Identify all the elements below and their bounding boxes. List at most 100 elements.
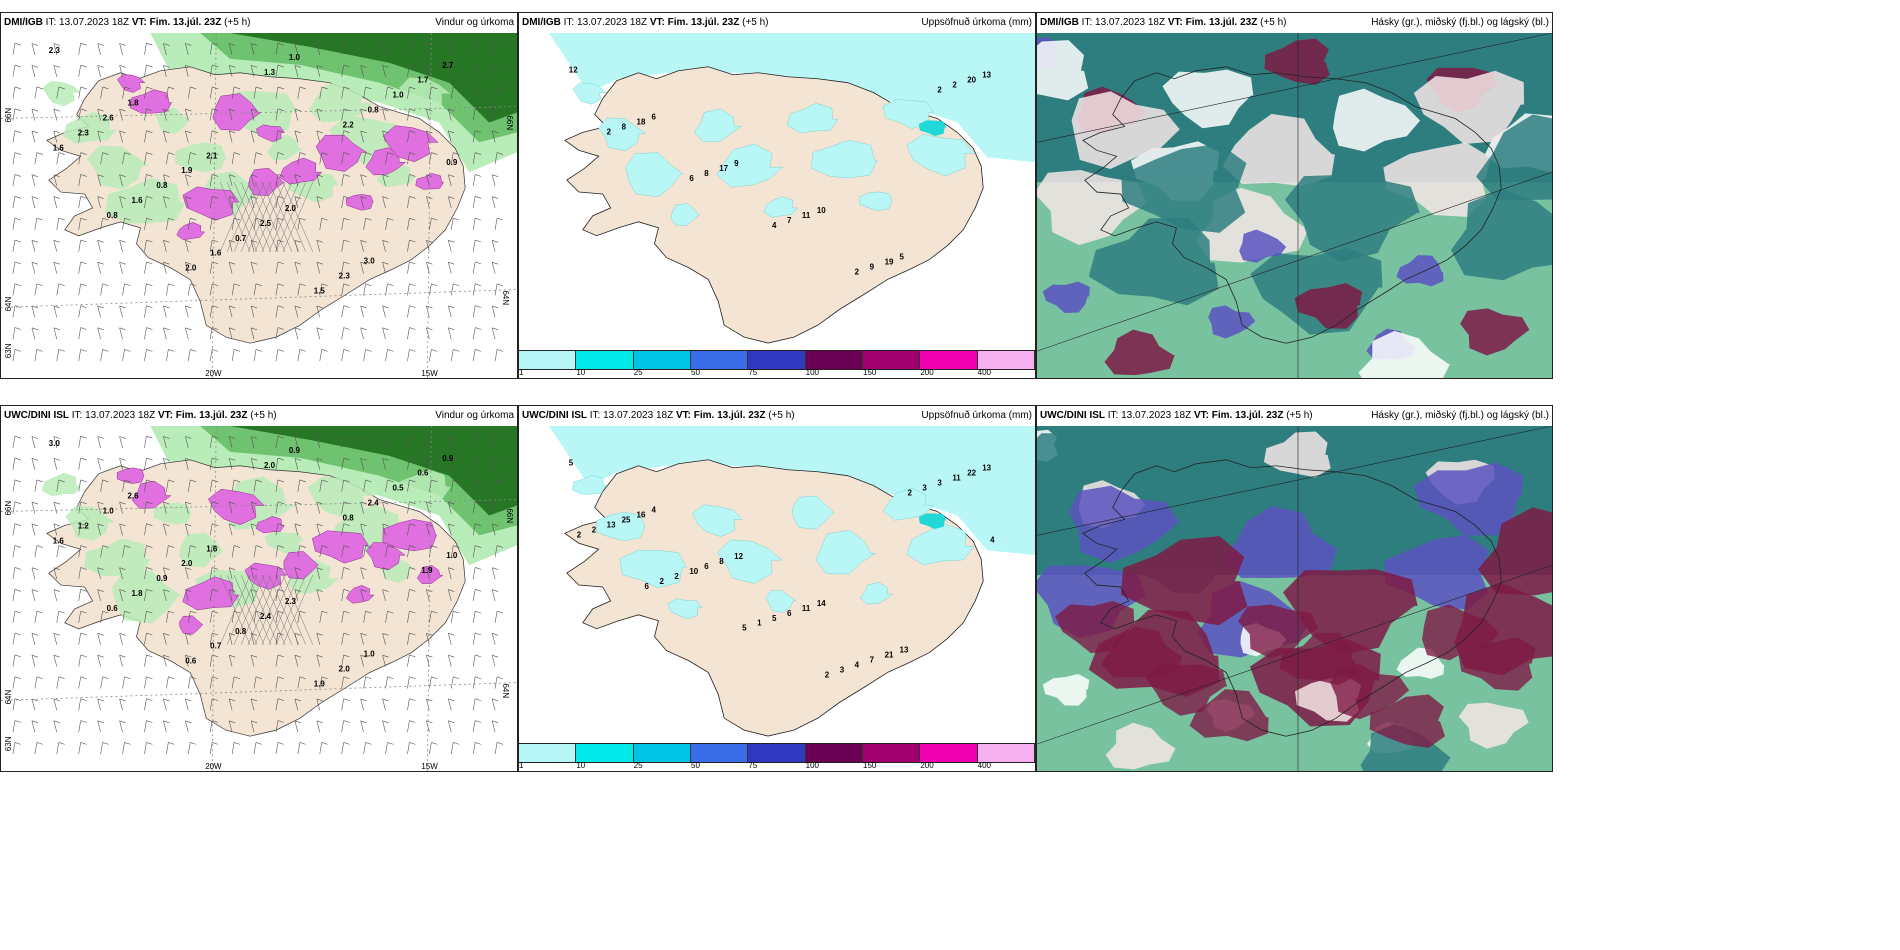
init-label: IT:: [1107, 410, 1119, 421]
panel-header: DMI/IGB IT: 13.07.2023 18Z VT: Fim. 13.j…: [519, 13, 1035, 33]
colorbar-swatch: [576, 744, 634, 762]
wind-map-svg: 66N 64N 20W 15W 63N 66N 64N 3.0 2.6 1.6 2.3 1.0 0.9 1…: [1, 426, 517, 771]
accum-value: 9: [734, 159, 739, 168]
precip-value: 2.4: [368, 499, 380, 508]
lead-time: (+5 h): [742, 17, 769, 28]
lead-time: (+5 h): [1286, 410, 1313, 421]
init-label: IT:: [563, 17, 575, 28]
precip-value: 1.8: [131, 589, 143, 598]
init-time: 13.07.2023 18Z: [1095, 17, 1166, 28]
colorbar-swatch: [920, 351, 978, 369]
accum-value: 2: [907, 489, 912, 498]
precip-fields: [572, 82, 975, 226]
panel-title: Vindur og úrkoma: [435, 410, 514, 421]
panel-accum-precip-top: DMI/IGB IT: 13.07.2023 18Z VT: Fim. 13.j…: [518, 12, 1036, 379]
accum-value: 2: [952, 81, 957, 90]
precip-value: 1.8: [128, 99, 140, 108]
accum-value: 2: [607, 127, 612, 136]
accum-value: 8: [719, 557, 724, 566]
precip-value: 1.5: [314, 286, 326, 295]
panel-title: Hásky (gr.), miðský (fj.bl.) og lágský (…: [1371, 410, 1549, 421]
accum-value: 3: [937, 479, 942, 488]
precip-heavy-cells: [117, 467, 444, 635]
map-clouds: [1037, 426, 1552, 771]
precip-green-fields: [150, 33, 517, 173]
precip-value: 1.0: [289, 53, 301, 62]
precip-value: 2.6: [103, 113, 115, 122]
init-label: IT:: [1081, 17, 1093, 28]
accum-value: 25: [622, 515, 631, 524]
lat-label: 64N: [4, 690, 13, 705]
init-time: 13.07.2023 18Z: [85, 410, 156, 421]
precip-value: 2.0: [185, 264, 197, 273]
colorbar-swatch: [576, 351, 634, 369]
colorbar-tick: 50: [691, 368, 700, 377]
accum-value: 2: [825, 670, 830, 679]
precip-value: 0.9: [446, 158, 458, 167]
accum-value: 8: [622, 122, 627, 131]
precip-value: 0.6: [185, 657, 197, 666]
precip-value: 0.6: [417, 469, 429, 478]
precip-value: 1.7: [417, 76, 429, 85]
init-label: IT:: [45, 17, 57, 28]
colorbar-tick: 75: [748, 368, 758, 377]
map-wind: 66N 64N 20W 15W 63N 66N 64N 2.3 1.8 2.1 2.0 3.0 2.7 2…: [1, 33, 517, 378]
precip-value: 0.9: [156, 574, 168, 583]
precip-value: 2.3: [339, 272, 351, 281]
colorbar-cells: [519, 743, 1035, 763]
colorbar-swatch: [690, 744, 749, 762]
colorbar-swatch: [748, 744, 806, 762]
cloud-layers: [1037, 36, 1552, 378]
precip-light-fields: [42, 77, 451, 224]
precip-value: 0.9: [289, 446, 301, 455]
accum-value: 21: [885, 651, 894, 660]
init-label: IT:: [589, 410, 601, 421]
accum-value: 11: [802, 604, 811, 613]
colorbar-tick: 1: [519, 761, 524, 770]
precip-value: 1.3: [264, 68, 276, 77]
colorbar-swatch: [519, 351, 577, 369]
lat-label: 64N: [501, 684, 510, 699]
precip-value: 3.0: [364, 257, 376, 266]
accum-value: 3: [840, 665, 845, 674]
colorbar-swatch: [977, 351, 1035, 369]
colorbar-swatch: [862, 744, 921, 762]
sea-precip: [548, 33, 1035, 163]
colorbar-tick: 10: [576, 368, 586, 377]
accum-value: 4: [855, 660, 860, 669]
valid-time: VT: Fim. 13.júl. 23Z: [1193, 410, 1284, 421]
accum-value: 2: [937, 86, 942, 95]
precip-value: 2.0: [339, 665, 351, 674]
graticule: 66N 64N 20W 15W 63N 66N 64N: [1, 33, 517, 378]
precip-value: 2.0: [181, 559, 193, 568]
lat-label: 66N: [4, 108, 13, 123]
colorbar-swatch: [977, 744, 1035, 762]
panel-header: UWC/DINI ISL IT: 13.07.2023 18Z VT: Fim.…: [1037, 406, 1552, 426]
accum-value: 19: [885, 258, 894, 267]
panel-title: Uppsöfnuð úrkoma (mm): [921, 410, 1032, 421]
init-time: 13.07.2023 18Z: [59, 17, 130, 28]
panel-header: DMI/IGB IT: 13.07.2023 18Z VT: Fim. 13.j…: [1037, 13, 1552, 33]
precip-value: 2.6: [128, 492, 140, 501]
accum-value: 14: [817, 599, 826, 608]
colorbar-tick: 200: [920, 761, 934, 770]
panel-wind-precip-bottom: UWC/DINI ISL IT: 13.07.2023 18Z VT: Fim.…: [0, 405, 518, 772]
precip-value: 1.2: [78, 521, 90, 530]
precip-value: 2.7: [442, 61, 454, 70]
colorbar-swatch: [690, 351, 749, 369]
accum-value: 5: [569, 459, 574, 468]
accum-value: 2: [855, 267, 860, 276]
lat-label: 63N: [4, 343, 13, 358]
precip-value: 1.6: [53, 143, 65, 152]
colorbar-swatch: [920, 744, 978, 762]
model-name: UWC/DINI ISL: [522, 410, 587, 421]
lead-time: (+5 h): [224, 17, 251, 28]
colorbar-tick: 150: [863, 368, 877, 377]
precip-value: 1.0: [103, 506, 115, 515]
accum-value: 4: [772, 221, 777, 230]
accum-value: 18: [637, 117, 646, 126]
wind-barbs: [12, 435, 504, 755]
panel-clouds-bottom: UWC/DINI ISL IT: 13.07.2023 18Z VT: Fim.…: [1036, 405, 1553, 772]
accum-value: 1: [757, 619, 762, 628]
accum-value: 13: [607, 520, 616, 529]
